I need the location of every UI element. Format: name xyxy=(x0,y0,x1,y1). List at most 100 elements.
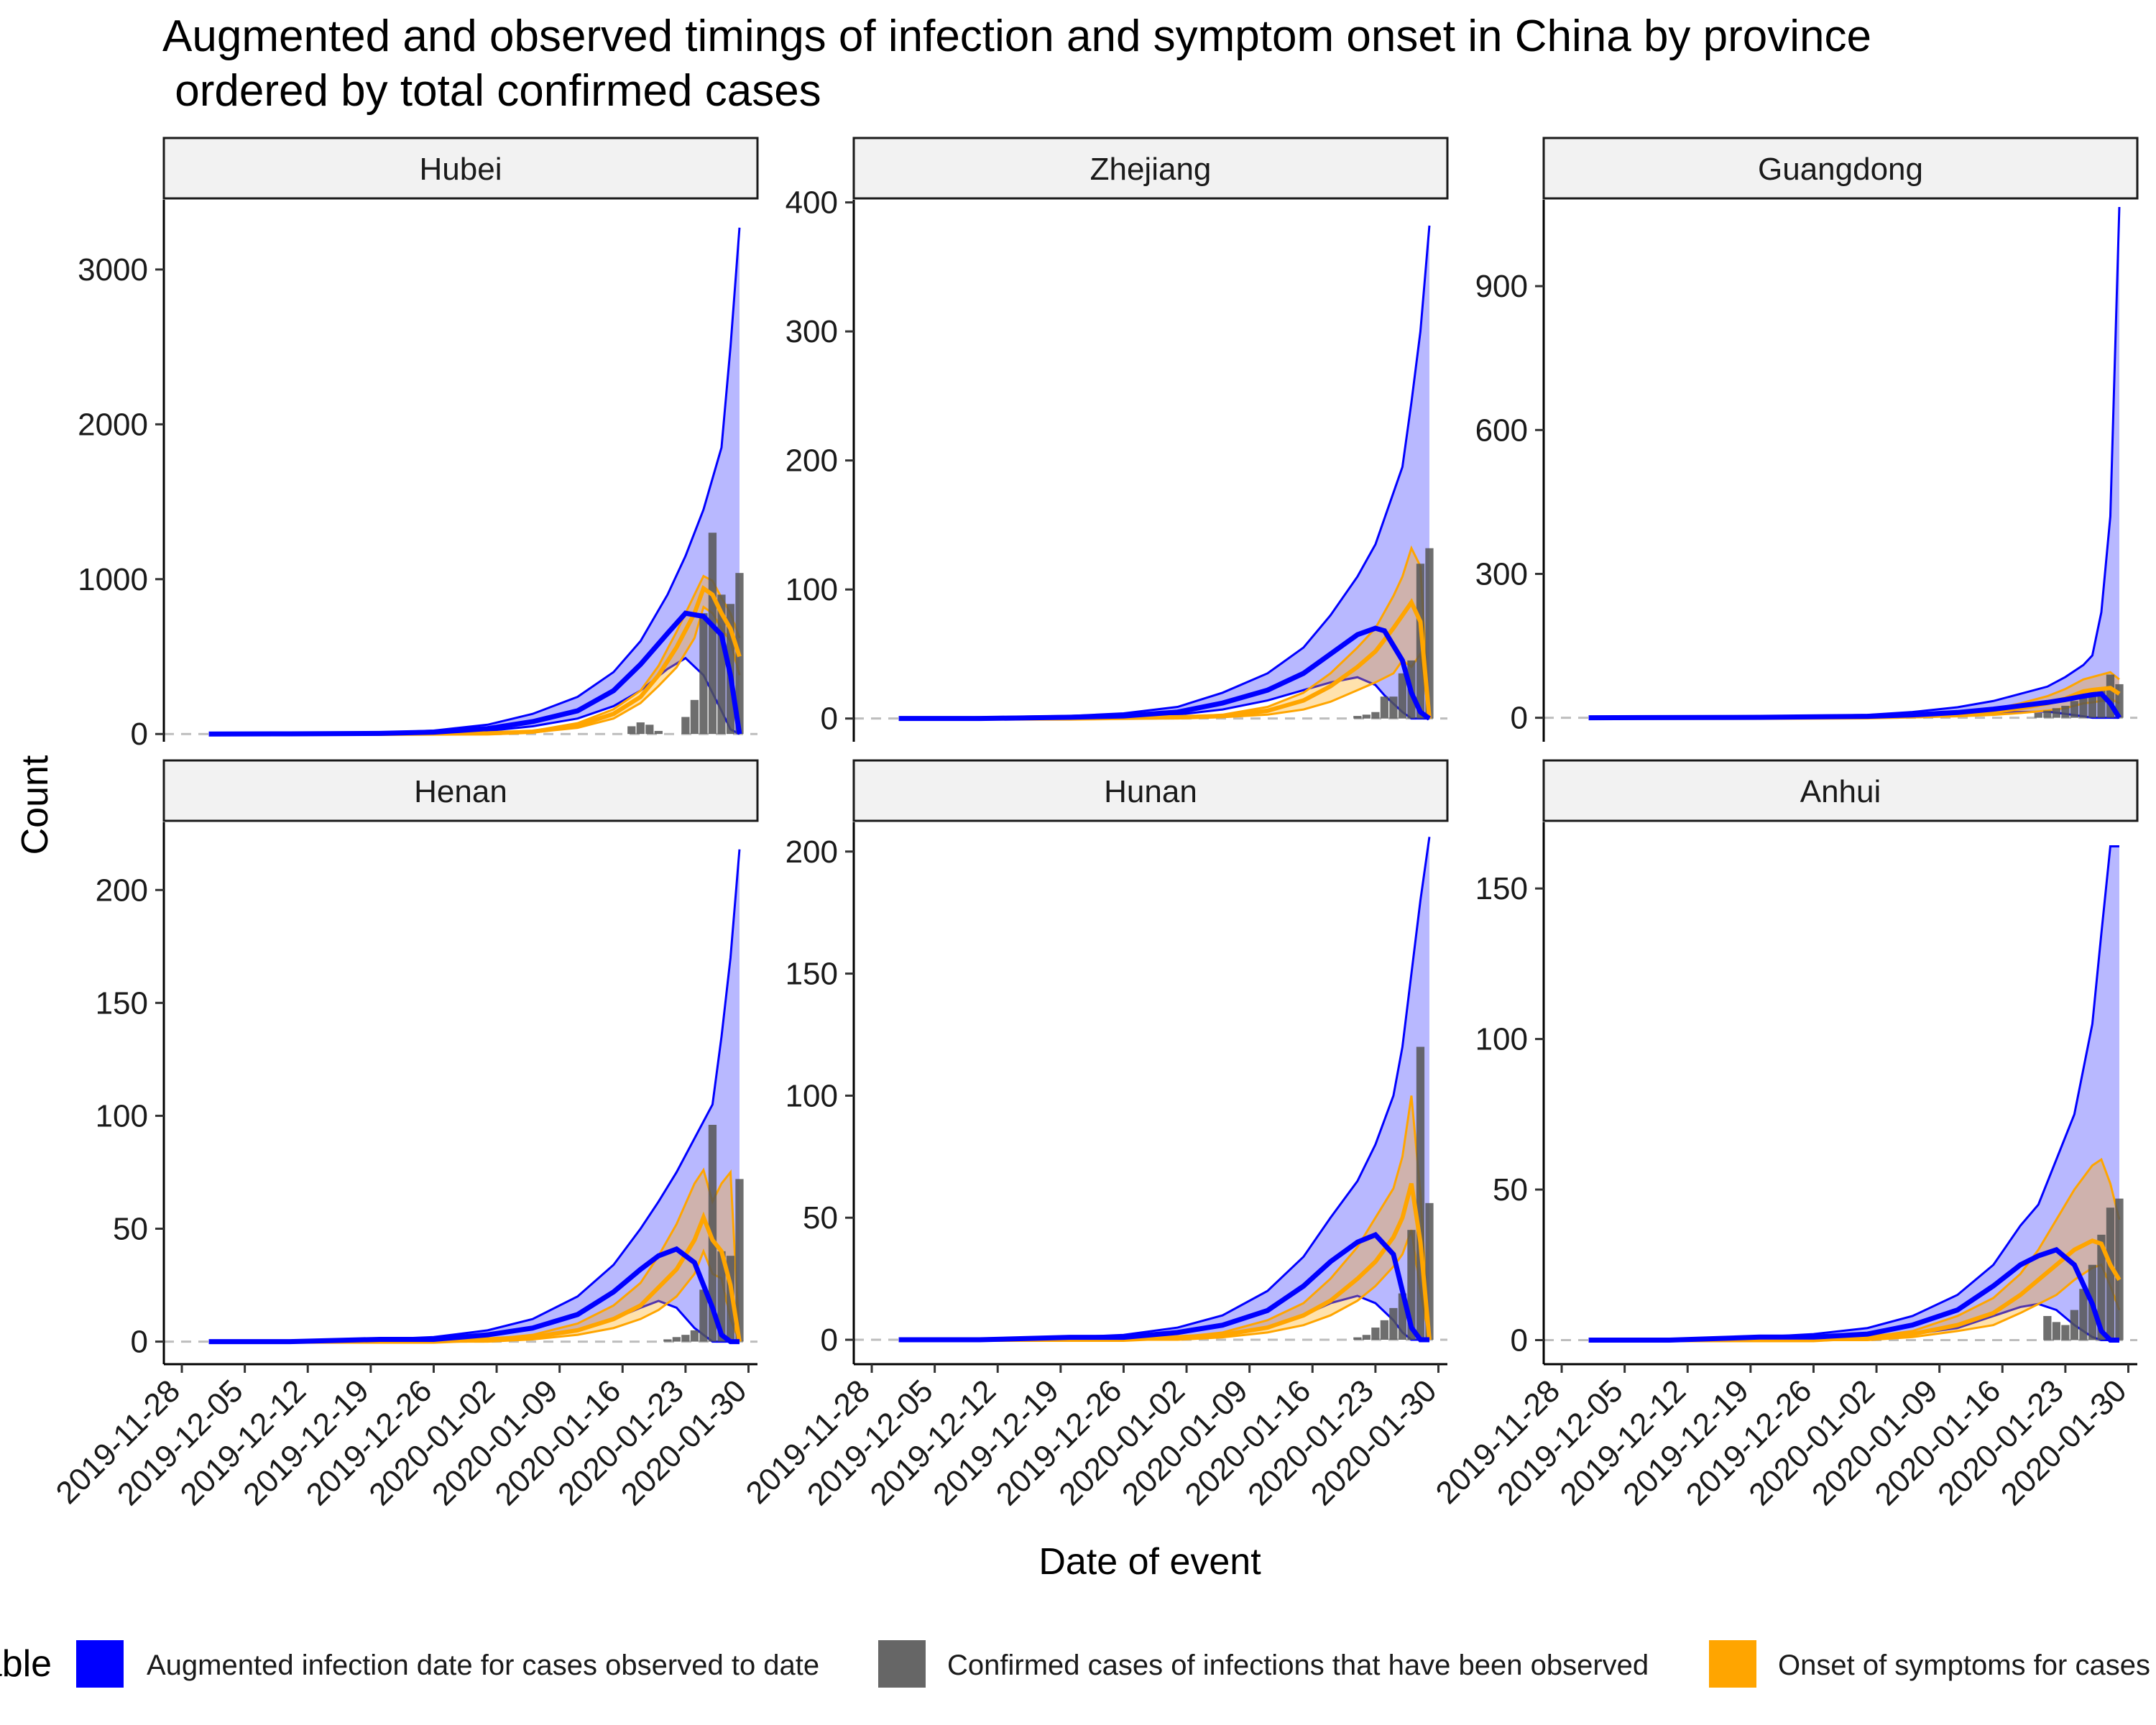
facet-strip xyxy=(1542,759,2139,822)
confirmed-bar xyxy=(717,1251,726,1342)
y-tick-label: 0 xyxy=(821,702,838,737)
y-tick-label: 100 xyxy=(786,572,838,607)
y-tick-label: 100 xyxy=(1475,1022,1528,1057)
augmented-median-line xyxy=(208,1246,740,1345)
facet-strip-label: Hubei xyxy=(420,152,502,187)
confirmed-bar xyxy=(735,1179,744,1342)
confirmed-bar xyxy=(654,730,663,735)
y-tick-label: 150 xyxy=(786,957,838,992)
y-tick-label: 100 xyxy=(96,1098,148,1133)
legend-label-onset: Onset of symptoms for cases observed to … xyxy=(1778,1650,2156,1681)
y-tick-label: 50 xyxy=(113,1212,148,1247)
facet-strip xyxy=(852,137,1449,200)
y-tick-label: 2000 xyxy=(78,407,148,442)
facet-strip-label: Anhui xyxy=(1800,774,1881,809)
onset-median-line xyxy=(1588,1238,2122,1343)
legend: variable Augmented infection date for ca… xyxy=(0,1640,2156,1688)
confirmed-bar xyxy=(645,724,654,735)
y-tick-label: 0 xyxy=(131,1325,148,1360)
y-tick-label: 150 xyxy=(1475,871,1528,906)
augmented-ribbon xyxy=(898,837,1429,1340)
confirmed-bar xyxy=(690,1330,699,1342)
confirmed-bar xyxy=(717,594,726,735)
confirmed-bar xyxy=(636,722,645,735)
y-tick-label: 0 xyxy=(131,717,148,752)
confirmed-bar xyxy=(2088,691,2097,718)
chart-title-line-2: ordered by total confirmed cases xyxy=(162,66,821,116)
y-tick-label: 150 xyxy=(96,985,148,1021)
augmented-ribbon xyxy=(1588,846,2119,1340)
confirmed-bar xyxy=(2106,674,2115,718)
confirmed-bar xyxy=(2097,689,2106,718)
confirmed-bar xyxy=(1398,673,1407,719)
panel-guangdong: Guangdong 0 300 600 900 xyxy=(1475,137,2139,742)
y-tick-label: 50 xyxy=(1493,1172,1528,1208)
onset-ribbon xyxy=(1588,1159,2119,1340)
legend-label-confirmed: Confirmed cases of infections that have … xyxy=(947,1650,1649,1681)
y-tick-label: 300 xyxy=(786,314,838,349)
facet-strip xyxy=(852,759,1449,822)
facet-strip-label: Zhejiang xyxy=(1090,152,1212,187)
confirmed-bar xyxy=(1380,1320,1389,1340)
confirmed-bar xyxy=(1353,1337,1362,1340)
facet-strip-label: Guangdong xyxy=(1758,152,1923,187)
confirmed-bar xyxy=(708,533,717,735)
y-axis-title: Count xyxy=(14,755,56,855)
y-tick-label: 3000 xyxy=(78,252,148,288)
confirmed-bar xyxy=(1389,696,1398,719)
confirmed-bar xyxy=(2061,1325,2070,1340)
confirmed-bar xyxy=(2106,1208,2115,1340)
confirmed-bar xyxy=(2061,705,2070,718)
y-tick-label: 200 xyxy=(96,873,148,908)
confirmed-bar xyxy=(2079,1289,2088,1340)
confirmed-bar xyxy=(2043,710,2052,718)
facet-strip xyxy=(162,137,759,200)
y-tick-label: 100 xyxy=(786,1078,838,1113)
legend-swatch-augmented xyxy=(76,1640,124,1688)
augmented-ribbon xyxy=(898,225,1429,719)
augmented-median-line xyxy=(1588,691,2122,721)
y-tick-label: 0 xyxy=(1511,701,1528,736)
confirmed-bar xyxy=(690,699,699,735)
confirmed-bar xyxy=(2034,712,2042,718)
y-tick-label: 0 xyxy=(821,1322,838,1358)
confirmed-bar xyxy=(2052,708,2060,718)
confirmed-bar xyxy=(708,1124,717,1342)
confirmed-bar xyxy=(1362,714,1370,719)
y-tick-label: 200 xyxy=(786,443,838,479)
confirmed-bar xyxy=(699,613,708,735)
onset-median-line xyxy=(208,1211,742,1344)
panel-zhejiang: Zhejiang 0 100 200 300 400 xyxy=(786,137,1449,742)
legend-title: variable xyxy=(0,1643,52,1685)
augmented-median-line xyxy=(1588,1246,2119,1343)
y-tick-label: 900 xyxy=(1475,269,1528,304)
legend-swatch-onset xyxy=(1709,1640,1756,1688)
confirmed-bar xyxy=(2097,1234,2106,1340)
y-tick-label: 1000 xyxy=(78,562,148,597)
facet-strip-label: Hunan xyxy=(1104,774,1197,809)
confirmed-bar xyxy=(672,1337,681,1342)
y-tick-label: 0 xyxy=(1511,1322,1528,1358)
augmented-ribbon xyxy=(208,227,740,735)
confirmed-bar xyxy=(1353,716,1362,719)
y-tick-label: 400 xyxy=(786,185,838,221)
x-axis-title: Date of event xyxy=(1038,1541,1261,1583)
augmented-median-line xyxy=(898,1231,1429,1343)
onset-median-line xyxy=(898,598,1432,721)
facet-strip-label: Henan xyxy=(414,774,507,809)
confirmed-bar xyxy=(1371,1328,1380,1340)
y-tick-label: 200 xyxy=(786,834,838,870)
confirmed-bar xyxy=(1389,1307,1398,1340)
confirmed-bar xyxy=(1425,548,1434,719)
legend-label-augmented: Augmented infection date for cases obser… xyxy=(147,1650,819,1681)
panel-anhui: Anhui0501001502019-11-282019-12-052019-1… xyxy=(1429,759,2139,1512)
y-tick-label: 300 xyxy=(1475,556,1528,592)
confirmed-bar xyxy=(681,717,690,735)
facet-strip xyxy=(1542,137,2139,200)
facet-strip xyxy=(162,759,759,822)
confirmed-bar xyxy=(1416,1046,1425,1340)
onset-median-line xyxy=(208,585,742,737)
panels-group: Hubei0100020003000Zhejiang0100200300400G… xyxy=(50,137,2139,1512)
confirmed-bar xyxy=(1362,1335,1370,1340)
